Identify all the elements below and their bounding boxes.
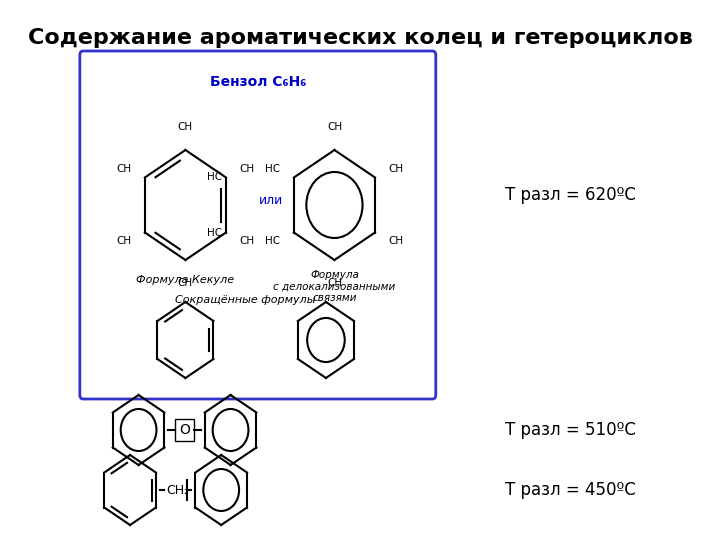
Text: или: или [258,193,283,206]
Text: CH: CH [388,237,403,246]
Text: CH: CH [178,278,193,288]
Text: CH: CH [117,164,132,173]
Text: CH₂: CH₂ [167,483,190,496]
Text: O: O [179,423,190,437]
Text: Т разл = 450ºС: Т разл = 450ºС [505,481,636,499]
FancyBboxPatch shape [175,419,194,441]
Text: HC: HC [207,227,222,238]
Text: CH: CH [388,164,403,173]
Text: Бензол C₆H₆: Бензол C₆H₆ [210,75,306,89]
Text: Формула Кекуле: Формула Кекуле [136,275,235,285]
Text: HC: HC [266,164,281,173]
Text: HC: HC [266,237,281,246]
Text: CH: CH [239,237,254,246]
Text: CH: CH [327,278,342,288]
Text: CH: CH [239,164,254,173]
Text: CH: CH [178,122,193,132]
Text: Т разл = 510ºС: Т разл = 510ºС [505,421,636,439]
Text: Формула
с делокализованными
связями: Формула с делокализованными связями [274,270,395,303]
FancyBboxPatch shape [80,51,436,399]
Text: CH: CH [327,122,342,132]
Text: HC: HC [207,172,222,183]
Text: CH: CH [117,237,132,246]
Text: Содержание ароматических колец и гетероциклов: Содержание ароматических колец и гетероц… [27,28,693,48]
Text: Т разл = 620ºС: Т разл = 620ºС [505,186,636,204]
Text: Сокращённые формулы: Сокращённые формулы [175,295,315,305]
